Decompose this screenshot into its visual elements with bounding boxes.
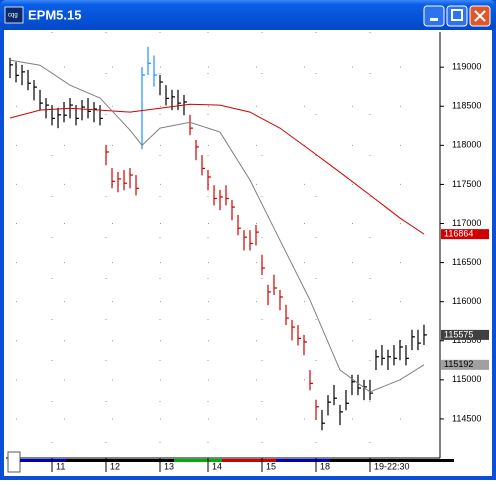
moving-average — [9, 59, 425, 393]
y-tick-label: 114500 — [452, 413, 481, 423]
y-tick-label: 116500 — [452, 257, 481, 267]
y-tick-label: 116000 — [452, 296, 481, 306]
session-band — [383, 459, 454, 462]
session-band — [120, 459, 175, 462]
session-band — [174, 459, 223, 462]
minimize-button[interactable] — [423, 5, 445, 27]
last-value-box — [441, 359, 489, 370]
x-tick-label: 19-22:30 — [374, 461, 410, 471]
x-tick-label: 15 — [266, 461, 276, 471]
last-price-box — [441, 329, 489, 340]
close-glyph — [474, 10, 486, 22]
x-tick-label: 14 — [212, 461, 222, 471]
scroll-thumb[interactable] — [7, 451, 21, 473]
title-bar — [0, 0, 496, 30]
last-value-label: 116864 — [444, 229, 473, 239]
session-band — [329, 459, 384, 462]
y-tick-label: 118000 — [452, 140, 481, 150]
window-buttons[interactable] — [423, 5, 491, 27]
y-tick-label: 115000 — [452, 374, 481, 384]
last-price-label: 115575 — [444, 329, 473, 339]
y-tick-label: 115500 — [452, 335, 481, 345]
y-tick-label: 118500 — [452, 101, 481, 111]
y-tick-label: 117000 — [452, 218, 481, 228]
maximize-glyph — [451, 9, 463, 21]
minimize-glyph — [430, 18, 438, 21]
last-value-label: 115192 — [444, 359, 473, 369]
app-icon — [4, 6, 24, 24]
y-tick-label: 117500 — [452, 179, 481, 189]
plot — [9, 46, 427, 431]
x-tick-label: 18 — [320, 461, 330, 471]
session-band — [20, 459, 67, 462]
session-band — [66, 459, 121, 462]
x-tick-label: 11 — [56, 461, 65, 471]
session-band — [275, 459, 330, 462]
x-tick-label: 12 — [110, 461, 120, 471]
app-icon-glyph: cqg — [8, 13, 18, 19]
window-title: EPM5.15 — [28, 7, 81, 22]
moving-average — [9, 103, 425, 235]
session-band — [222, 459, 276, 462]
axes: 114500 115000 115500 116000 116500 117000 1175… — [20, 62, 489, 472]
y-tick-label: 119000 — [452, 62, 481, 72]
x-tick-label: 13 — [164, 461, 174, 471]
last-value-box — [441, 229, 489, 240]
chart-area — [4, 30, 492, 476]
